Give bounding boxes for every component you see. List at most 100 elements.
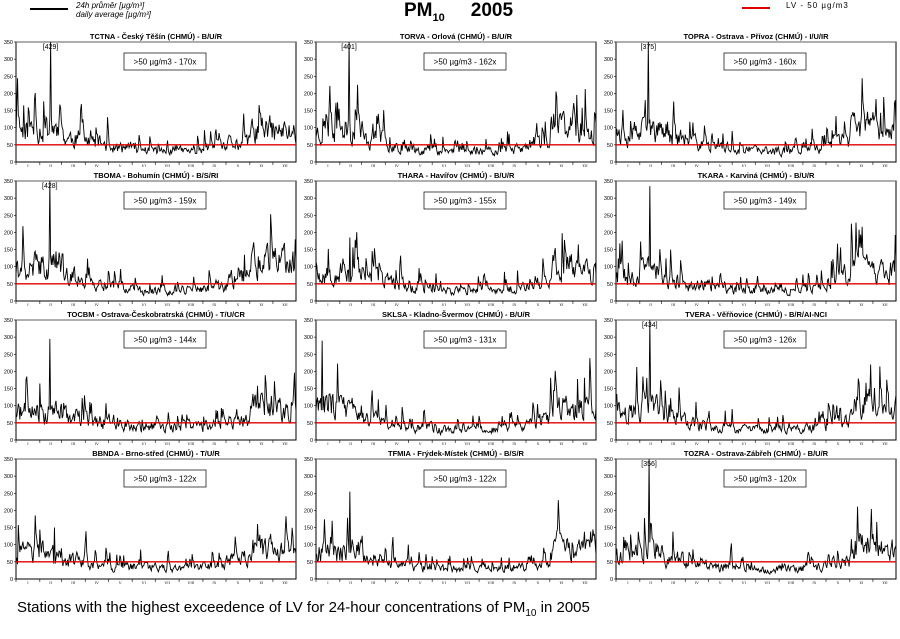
- month-label: II: [49, 442, 52, 446]
- station-title: TCTNA - Český Těšín (CHMÚ) - B/U/R: [90, 32, 223, 41]
- exceedance-count: >50 µg/m3 - 170x: [134, 58, 197, 67]
- exceedance-count: >50 µg/m3 - 159x: [134, 197, 197, 206]
- peak-label: [429]: [43, 44, 59, 51]
- y-tick-label: 250: [304, 213, 313, 219]
- y-tick-label: 150: [304, 526, 313, 532]
- daily-series-line: [316, 491, 596, 574]
- month-label: VIII: [188, 581, 196, 585]
- month-label: VII: [464, 581, 470, 585]
- peak-label: [401]: [341, 44, 357, 51]
- month-label: V: [119, 442, 122, 446]
- month-label: VIII: [188, 164, 196, 168]
- peak-label: [356]: [641, 461, 657, 468]
- month-label: XII: [582, 442, 588, 446]
- month-label: III: [71, 581, 76, 585]
- station-title: TKARA - Karviná (CHMÚ) - B/U/R: [698, 171, 815, 180]
- month-label: VIII: [788, 303, 796, 307]
- y-tick-label: 50: [607, 560, 613, 566]
- y-tick-label: 250: [304, 74, 313, 80]
- y-tick-label: 0: [610, 438, 613, 444]
- month-label: VII: [464, 164, 470, 168]
- month-label: II: [649, 581, 652, 585]
- month-label: VI: [442, 303, 447, 307]
- month-label: XI: [859, 442, 864, 446]
- station-chart: 0 50 100 150 200 250 300 350 I II III IV V VI VII VIII I…: [300, 28, 600, 167]
- y-tick-label: 100: [304, 265, 313, 271]
- station-title: TOPRA - Ostrava - Přívoz (CHMÚ) - I/U/IR: [683, 32, 829, 41]
- y-tick-label: 150: [604, 387, 613, 393]
- month-label: XI: [859, 581, 864, 585]
- month-label: X: [236, 442, 239, 446]
- station-chart: 0 50 100 150 200 250 300 350 I II III IV V VI VII VIII I…: [600, 445, 900, 584]
- month-label: VI: [442, 442, 447, 446]
- y-tick-label: 200: [304, 91, 313, 97]
- y-tick-label: 300: [4, 474, 13, 480]
- y-tick-label: 0: [10, 577, 13, 583]
- exceedance-count: >50 µg/m3 - 160x: [734, 58, 797, 67]
- exceedance-box: [123, 330, 207, 349]
- y-tick-label: 0: [10, 160, 13, 166]
- month-label: X: [836, 164, 839, 168]
- month-label: XI: [859, 303, 864, 307]
- exceedance-box: [423, 191, 507, 210]
- month-label: XI: [559, 442, 564, 446]
- month-label: VII: [764, 442, 770, 446]
- month-label: III: [371, 303, 376, 307]
- y-tick-label: 0: [610, 577, 613, 583]
- month-label: II: [349, 164, 352, 168]
- exceedance-box: [123, 469, 207, 488]
- y-tick-label: 50: [607, 282, 613, 288]
- station-title: TORVA - Orlová (CHMÚ) - B/U/R: [400, 32, 513, 41]
- exceedance-count: >50 µg/m3 - 122x: [134, 475, 197, 484]
- exceedance-count: >50 µg/m3 - 162x: [434, 58, 497, 67]
- month-label: IV: [95, 164, 99, 168]
- legend-limit-label: LV - 50 µg/m3: [786, 1, 849, 10]
- month-label: III: [71, 442, 76, 446]
- exceedance-count: >50 µg/m3 - 120x: [734, 475, 797, 484]
- month-label: I: [27, 581, 29, 585]
- month-label: X: [236, 164, 239, 168]
- month-label: X: [536, 581, 539, 585]
- month-label: IV: [395, 581, 399, 585]
- caption-tail: in 2005: [536, 599, 590, 616]
- month-label: II: [49, 164, 52, 168]
- month-label: I: [27, 442, 29, 446]
- month-label: VII: [464, 303, 470, 307]
- y-tick-label: 200: [304, 369, 313, 375]
- daily-series-line: [616, 459, 896, 575]
- station-chart: 0 50 100 150 200 250 300 350 I II III IV V VI VII VIII I…: [600, 28, 900, 167]
- y-tick-label: 250: [4, 213, 13, 219]
- month-label: IX: [812, 442, 816, 446]
- y-tick-label: 150: [4, 387, 13, 393]
- daily-series-line: [16, 181, 296, 297]
- month-label: VII: [164, 164, 170, 168]
- month-label: VIII: [488, 581, 496, 585]
- month-label: I: [27, 164, 29, 168]
- exceedance-box: [423, 469, 507, 488]
- station-chart: 0 50 100 150 200 250 300 350 I II III IV V VI VII VIII I…: [0, 28, 300, 167]
- daily-series-line: [16, 338, 296, 434]
- month-label: V: [719, 303, 722, 307]
- month-label: IX: [512, 303, 516, 307]
- y-tick-label: 200: [4, 369, 13, 375]
- y-tick-label: 200: [604, 230, 613, 236]
- legend-series-label-en: daily average [µg/m³]: [76, 10, 151, 19]
- month-label: X: [536, 303, 539, 307]
- month-label: VII: [764, 164, 770, 168]
- y-tick-label: 350: [304, 40, 313, 46]
- month-label: II: [349, 581, 352, 585]
- y-tick-label: 200: [4, 230, 13, 236]
- month-label: I: [27, 303, 29, 307]
- daily-series-line: [16, 515, 296, 574]
- month-label: I: [627, 303, 629, 307]
- station-chart: 0 50 100 150 200 250 300 350 I II III IV V VI VII VIII I…: [600, 167, 900, 306]
- y-tick-label: 100: [4, 404, 13, 410]
- y-tick-label: 150: [4, 109, 13, 115]
- month-label: II: [349, 442, 352, 446]
- month-label: I: [627, 581, 629, 585]
- y-tick-label: 250: [604, 213, 613, 219]
- y-tick-label: 150: [604, 248, 613, 254]
